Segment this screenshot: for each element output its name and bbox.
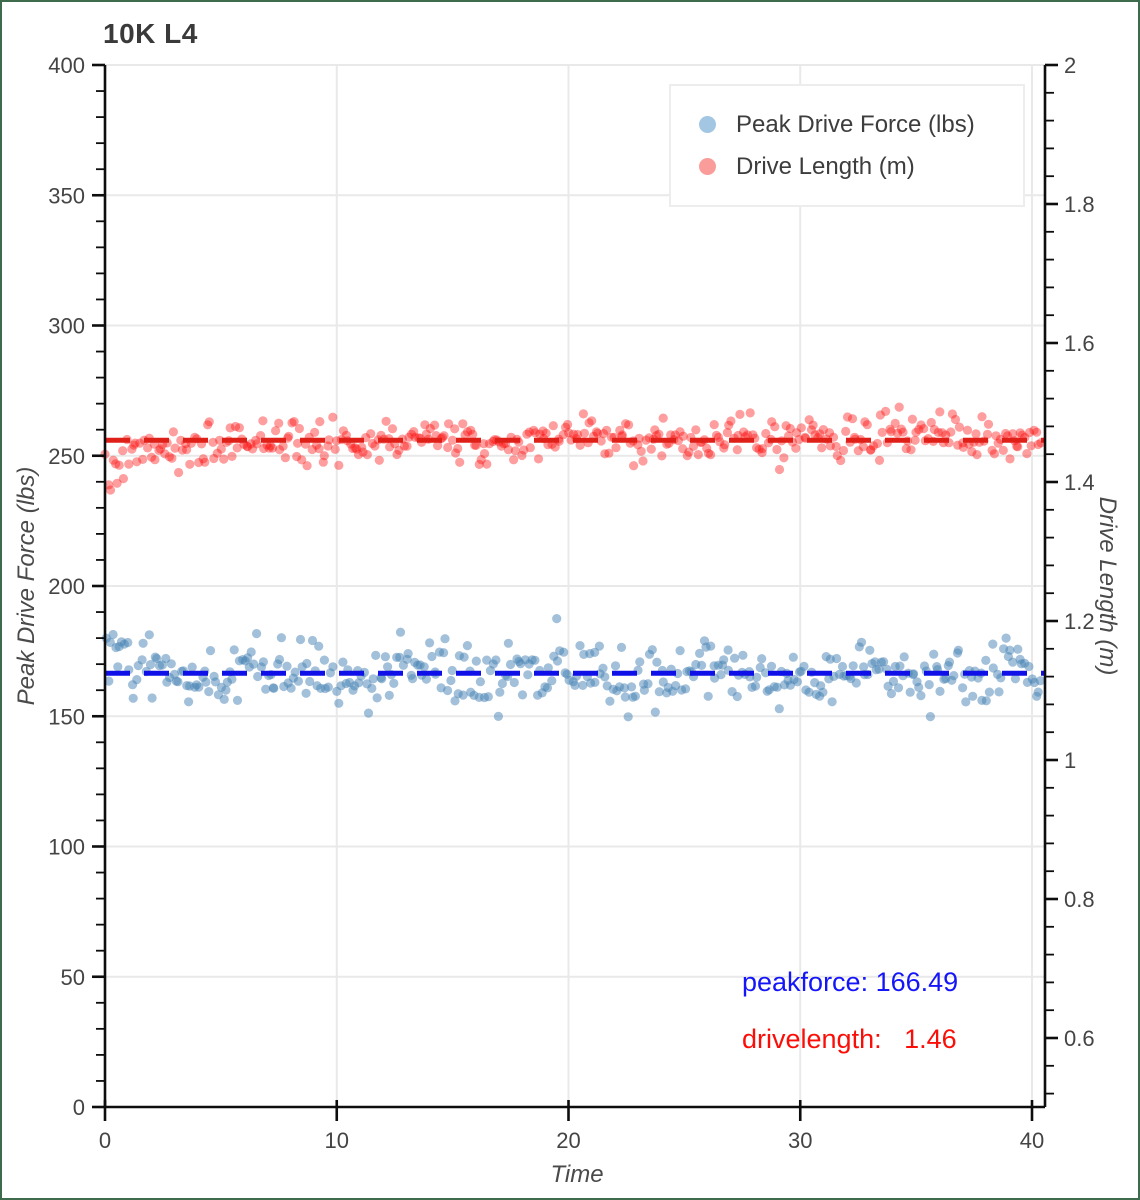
- svg-text:30: 30: [788, 1128, 812, 1153]
- annotation-drivelength: drivelength: 1.46: [742, 1024, 957, 1054]
- annotation-peakforce: peakforce: 166.49: [742, 967, 959, 997]
- svg-text:2: 2: [1064, 53, 1076, 78]
- y-left-axis-title: Peak Drive Force (lbs): [13, 466, 40, 706]
- legend-swatch-blue-icon: [699, 116, 716, 133]
- svg-text:300: 300: [48, 314, 85, 339]
- axis-ticks: [92, 63, 1058, 1121]
- legend-item-peak-drive-force[interactable]: Peak Drive Force (lbs): [699, 111, 1023, 139]
- svg-text:150: 150: [48, 704, 85, 729]
- scatter-series: [100, 402, 1046, 495]
- legend-label: Drive Length (m): [736, 152, 915, 180]
- gridlines: [105, 64, 1045, 1107]
- legend-label: Peak Drive Force (lbs): [736, 110, 975, 138]
- svg-text:1: 1: [1064, 748, 1076, 773]
- svg-text:200: 200: [48, 574, 85, 599]
- legend-swatch-red-icon: [699, 158, 716, 175]
- svg-text:40: 40: [1020, 1128, 1044, 1153]
- svg-text:1.8: 1.8: [1064, 192, 1095, 217]
- scatter-series: [101, 614, 1045, 722]
- tick-labels: 0501001502002503003504000.60.811.21.41.6…: [48, 53, 1094, 1153]
- legend-item-drive-length[interactable]: Drive Length (m): [699, 153, 1023, 181]
- y-right-axis-title: Drive Length (m): [1094, 496, 1121, 676]
- svg-text:0.8: 0.8: [1064, 887, 1095, 912]
- svg-text:10: 10: [325, 1128, 349, 1153]
- svg-text:400: 400: [48, 53, 85, 78]
- svg-text:1.4: 1.4: [1064, 470, 1095, 495]
- svg-text:0: 0: [99, 1128, 111, 1153]
- svg-text:1.6: 1.6: [1064, 331, 1095, 356]
- svg-text:0: 0: [73, 1095, 85, 1120]
- svg-text:350: 350: [48, 183, 85, 208]
- svg-text:100: 100: [48, 835, 85, 860]
- x-axis-title: Time: [550, 1161, 604, 1188]
- chart-legend: Peak Drive Force (lbs) Drive Length (m): [669, 84, 1025, 207]
- svg-text:250: 250: [48, 444, 85, 469]
- svg-text:1.2: 1.2: [1064, 609, 1095, 634]
- svg-text:0.6: 0.6: [1064, 1026, 1095, 1051]
- svg-text:20: 20: [556, 1128, 580, 1153]
- chart-title: 10K L4: [103, 18, 198, 49]
- svg-text:50: 50: [61, 965, 85, 990]
